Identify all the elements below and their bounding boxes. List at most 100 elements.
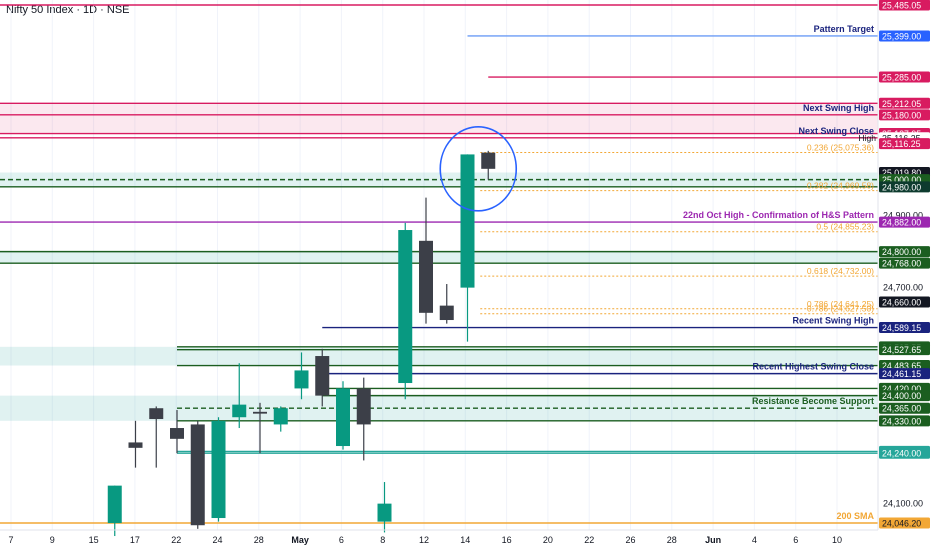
x-tick-label: 8 <box>380 535 385 545</box>
x-tick-label: 7 <box>8 535 13 545</box>
annotations: High <box>439 126 877 212</box>
x-tick-label: Jun <box>705 535 721 545</box>
axis-badge <box>879 216 930 228</box>
candle-body <box>170 428 184 439</box>
candles <box>107 150 496 537</box>
axis-badge <box>879 71 930 83</box>
axis-badge-label: 24,882.00 <box>882 218 921 228</box>
axis-badge-label: 25,485.05 <box>882 1 921 11</box>
axis-badge-label: 25,000.00 <box>882 175 921 185</box>
x-tick-label: 4 <box>752 535 757 545</box>
x-tick-label: 6 <box>793 535 798 545</box>
axis-badge <box>879 402 930 414</box>
x-tick-label: 24 <box>212 535 222 545</box>
axis-badge <box>879 390 930 402</box>
time-axis: 7 9 15 17 22 24 28 May 6 8 12 14 16 20 22 26 28 Jun 4 6 10 <box>0 529 878 545</box>
axis-badge-label: 24,483.65 <box>882 361 921 371</box>
axis-badge <box>879 0 930 11</box>
level-label: 200 SMA <box>836 511 874 521</box>
axis-badge-label: 24,330.00 <box>882 416 921 426</box>
axis-badge-label: 24,046.20 <box>882 519 921 529</box>
x-tick-label: 22 <box>171 535 181 545</box>
candle-body <box>128 442 143 448</box>
price-axis: 24,900.00 24,700.00 24,100.00 25,485.05 25,3… <box>877 0 932 550</box>
axis-badge <box>879 257 930 269</box>
fib-levels: 0.236 (25,075.36) 0.382 (24,969.58) 0.5 (2… <box>480 142 878 315</box>
x-tick-label: 15 <box>89 535 99 545</box>
axis-badge-label: 24,768.00 <box>882 259 921 269</box>
price-zone <box>0 172 878 187</box>
axis-badge-label: 25,212.05 <box>882 99 921 109</box>
fib-label: 0.236 (25,075.36) <box>807 142 874 152</box>
candle-body <box>211 420 226 519</box>
axis-badge <box>879 109 930 121</box>
fib-label: 0.382 (24,969.58) <box>807 181 874 191</box>
x-tick-label: 28 <box>667 535 677 545</box>
price-zone <box>0 251 878 264</box>
chart-title: Nifty 50 Index · 1D · NSE <box>6 4 130 16</box>
level-label: 22nd Oct High - Confirmation of H&S Patt… <box>683 210 874 220</box>
candle-body <box>356 388 371 425</box>
axis-badge <box>879 344 930 356</box>
level-label: Recent Highest Swing Close <box>752 362 874 372</box>
axis-badge <box>879 296 930 308</box>
axis-badge <box>879 322 930 334</box>
fib-label: 0.618 (24,732.00) <box>807 266 874 276</box>
candle-body <box>107 485 122 524</box>
axis-badge-label: 25,116.25 <box>882 139 921 149</box>
candle-body <box>481 152 496 169</box>
x-tick-label: 6 <box>339 535 344 545</box>
annotation-text: High <box>859 133 877 143</box>
level-label: Recent Swing High <box>792 316 874 326</box>
level-label: Pattern Target <box>814 24 874 34</box>
axis-badge-label: 24,461.15 <box>882 369 921 379</box>
fib-label: 0.786 (24,627.50) <box>807 304 874 314</box>
candle-body <box>273 408 288 425</box>
candle-body <box>253 411 267 414</box>
axis-badge-label: 25,019.80 <box>882 168 921 178</box>
price-zone <box>0 346 878 366</box>
x-tick-label: 12 <box>419 535 429 545</box>
candle-body <box>398 230 413 384</box>
candle-body <box>377 503 392 522</box>
candle-body <box>439 305 454 321</box>
x-tick-label: 9 <box>50 535 55 545</box>
y-tick-label: 24,700.00 <box>883 283 923 293</box>
axis-badge-label: 24,240.00 <box>882 449 921 459</box>
axis-badge-label: 25,399.00 <box>882 31 921 41</box>
candle-body <box>294 370 309 389</box>
axis-badge-label: 24,980.00 <box>882 182 921 192</box>
level-label: Next Swing Close <box>798 126 874 136</box>
axis-badge-label: 24,400.00 <box>882 391 921 401</box>
candle-body <box>149 408 164 420</box>
axis-badge-label: 24,800.00 <box>882 247 921 257</box>
axis-badge-label: 25,180.00 <box>882 110 921 120</box>
level-label: Next Swing High <box>803 103 874 113</box>
axis-badge-label: 25,285.00 <box>882 73 921 83</box>
fib-label: 0.5 (24,855.23) <box>816 222 874 232</box>
candle-body <box>232 404 247 418</box>
grid <box>10 0 838 530</box>
candle-body <box>419 240 433 313</box>
axis-badge <box>879 368 930 380</box>
zones <box>0 103 878 421</box>
axis-badge-label: 24,420.00 <box>882 384 921 394</box>
price-levels: Pattern Target Next Swing High Next Swing … <box>0 4 878 524</box>
x-tick-label: 14 <box>460 535 470 545</box>
axis-badge <box>879 415 930 427</box>
axis-badge <box>879 246 930 258</box>
x-tick-label: 22 <box>584 535 594 545</box>
price-zone <box>0 103 878 134</box>
x-tick-label: 26 <box>625 535 635 545</box>
x-tick-label: May <box>291 535 309 545</box>
fib-label: 0.786 (24,641.25) <box>807 299 874 309</box>
axis-badge-label: 24,589.15 <box>882 323 921 333</box>
axis-badge <box>879 181 930 193</box>
axis-badge <box>879 447 930 459</box>
axis-badge <box>879 30 930 42</box>
axis-badge <box>879 138 930 150</box>
axis-badge-label: 24,527.65 <box>882 345 921 355</box>
x-tick-label: 17 <box>130 535 140 545</box>
y-tick-label: 24,100.00 <box>883 499 923 509</box>
